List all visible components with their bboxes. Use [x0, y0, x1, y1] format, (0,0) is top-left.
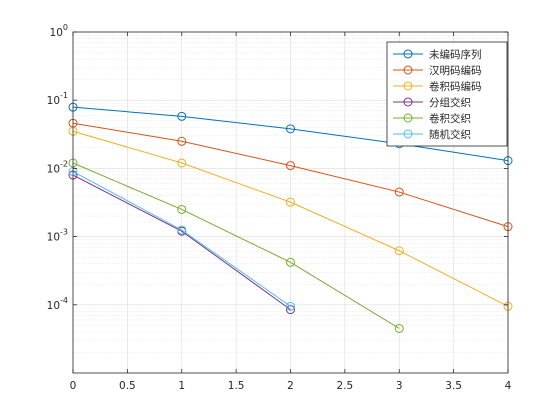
data-point: [394, 246, 404, 256]
legend-marker: [403, 129, 413, 139]
legend-marker: [403, 97, 413, 107]
data-point: [286, 257, 295, 267]
series-polyline: [72, 106, 509, 162]
legend-label: 汉明码编码: [429, 64, 482, 77]
legend-box: [386, 41, 508, 147]
x-tick-label: 2: [287, 380, 294, 392]
legend-label: 未编码序列: [429, 48, 482, 61]
x-tick-label: 1: [178, 380, 185, 392]
legend-label: 随机交织: [429, 128, 471, 141]
series-polyline: [72, 174, 291, 311]
data-point: [286, 124, 295, 134]
y-tick-label: 10-3: [47, 228, 68, 244]
legend-item: 未编码序列: [393, 48, 482, 61]
legend-item: 卷积交织: [393, 112, 471, 125]
series-line: [68, 167, 295, 311]
legend-label: 卷积交织: [429, 112, 471, 125]
legend-item: 卷积码编码: [393, 80, 482, 93]
x-tick-label: 0: [70, 380, 77, 392]
x-tick-label: 3: [396, 380, 403, 392]
legend-label: 分组交织: [429, 96, 471, 109]
series-polyline: [72, 171, 291, 307]
y-tick-label: 10-4: [47, 296, 68, 312]
legend-label: 卷积码编码: [429, 80, 482, 93]
x-tick-label: 2.5: [337, 380, 354, 392]
y-tick-label: 100: [50, 23, 68, 39]
legend-item: 随机交织: [393, 128, 471, 141]
data-point: [394, 187, 404, 197]
x-tick-label: 0.5: [119, 380, 136, 392]
series-polyline: [72, 130, 509, 307]
y-tick-label: 10-1: [47, 91, 68, 107]
data-point: [286, 197, 295, 207]
series-polyline: [72, 122, 509, 228]
legend-item: 汉明码编码: [393, 64, 482, 77]
legend-item: 分组交织: [393, 96, 471, 109]
legend-marker: [403, 49, 413, 59]
x-tick-label: 4: [505, 380, 512, 392]
series-polyline: [72, 162, 400, 329]
legend-marker: [403, 113, 413, 123]
series-group: [68, 102, 513, 333]
y-tick-label: 10-2: [47, 159, 68, 175]
data-point: [394, 323, 404, 333]
axes-ticks: 0 0.5 1 1.5 2 2.5 3 3.5 4 10-4 10-3 10-2 10-1 100: [47, 23, 512, 392]
data-point: [286, 301, 295, 311]
legend-marker: [403, 81, 413, 91]
data-point: [177, 136, 187, 146]
legend-marker: [403, 65, 413, 75]
data-point: [177, 158, 187, 168]
data-point: [286, 305, 295, 315]
x-tick-label: 1.5: [228, 380, 245, 392]
x-tick-label: 3.5: [445, 380, 462, 392]
data-point: [177, 225, 187, 235]
data-point: [177, 204, 187, 214]
data-point: [177, 111, 187, 121]
data-point: [286, 161, 295, 171]
